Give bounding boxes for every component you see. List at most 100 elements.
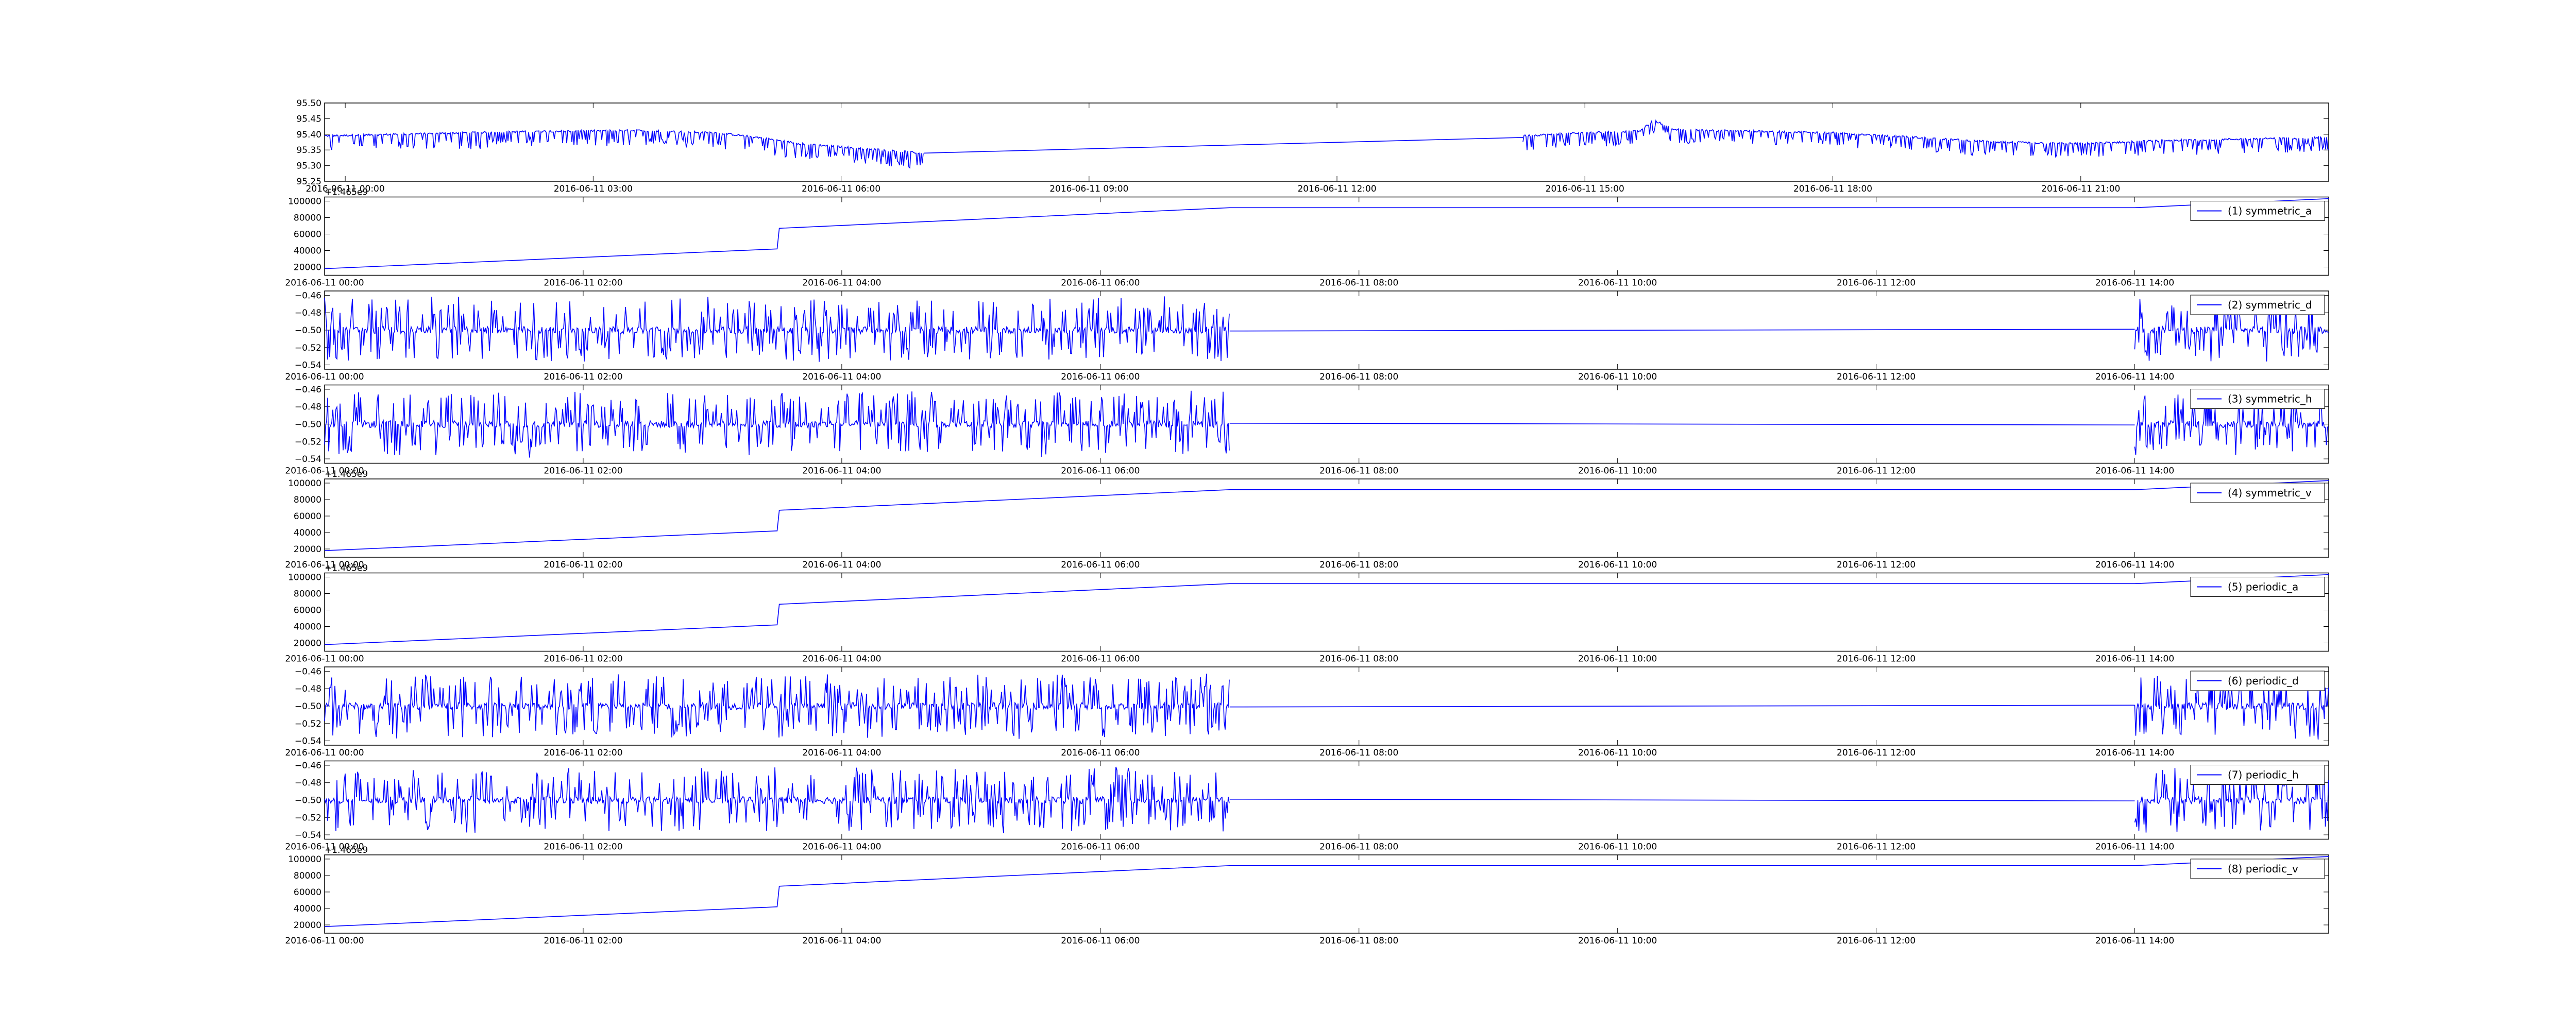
y-tick-label: 60000 [294,511,321,522]
x-tick-label: 2016-06-11 06:00 [1061,466,1140,476]
y-tick-label: 95.45 [296,114,321,124]
series-line-2 [1229,705,2135,708]
y-tick-label: 80000 [294,871,321,881]
x-tick-label: 2016-06-11 10:00 [1578,654,1657,664]
subplot-1: 95.25 95.30 95.35 95.40 95.45 95.50 2016-06-11… [296,98,2329,194]
x-tick-label: 2016-06-11 08:00 [1319,466,1398,476]
x-tick-label: 2016-06-11 12:00 [1297,184,1376,194]
legend-label: (6) periodic_d [2228,675,2299,687]
series-line-2 [923,137,1523,154]
series-line-3 [2134,299,2329,362]
y-tick-label: −0.48 [295,684,321,694]
y-tick-label: −0.50 [295,796,321,806]
plot-frame [324,478,2329,558]
x-tick-label: 2016-06-11 04:00 [802,278,881,288]
legend-label: (1) symmetric_a [2228,205,2312,217]
x-tick-label: 2016-06-11 04:00 [802,936,881,946]
y-tick-label: 95.25 [296,177,321,187]
x-tick-label: 2016-06-11 08:00 [1319,654,1398,664]
y-tick-label: −0.46 [295,666,321,677]
y-tick-label: 20000 [294,544,321,555]
y-tick-label: −0.50 [295,420,321,430]
plot-frame [324,102,2329,182]
x-tick-label: 2016-06-11 12:00 [1837,278,1916,288]
x-tick-label: 2016-06-11 14:00 [2095,278,2174,288]
x-tick-label: 2016-06-11 02:00 [544,748,622,758]
series-line-1 [324,766,1230,833]
x-tick-label: 2016-06-11 10:00 [1578,936,1657,946]
x-tick-label: 2016-06-11 06:00 [1061,936,1140,946]
x-tick-label: 2016-06-11 10:00 [1578,372,1657,382]
x-tick-label: 2016-06-11 10:00 [1578,842,1657,852]
x-tick-label: 2016-06-11 12:00 [1837,748,1916,758]
x-tick-label: 2016-06-11 09:00 [1049,184,1128,194]
x-tick-label: 2016-06-11 08:00 [1319,842,1398,852]
x-tick-label: 2016-06-11 00:00 [285,560,364,570]
x-tick-label: 2016-06-11 12:00 [1837,560,1916,570]
x-tick-label: 2016-06-11 12:00 [1837,936,1916,946]
y-tick-label: −0.48 [295,308,321,318]
legend-label: (8) periodic_v [2228,863,2298,875]
y-tick-label: 100000 [288,197,321,207]
x-tick-label: 2016-06-11 02:00 [544,842,622,852]
subplot-5: 20000 40000 60000 80000 100000 2016-06-11 00:… [285,469,2329,570]
x-tick-label: 2016-06-11 00:00 [285,466,364,476]
x-tick-label: 2016-06-11 12:00 [1837,842,1916,852]
y-tick-label: 40000 [294,528,321,538]
legend-label: (2) symmetric_d [2228,299,2312,311]
x-tick-label: 2016-06-11 00:00 [306,184,385,194]
series-line-3 [2134,767,2329,833]
subplot-6: 20000 40000 60000 80000 100000 2016-06-11 00:… [285,563,2329,664]
y-tick-label: 60000 [294,606,321,616]
legend-label: (4) symmetric_v [2228,487,2312,499]
y-tick-label: −0.54 [295,830,321,840]
y-tick-label: −0.52 [295,343,321,353]
y-tick-label: 100000 [288,854,321,865]
x-tick-label: 2016-06-11 04:00 [802,748,881,758]
x-tick-label: 2016-06-11 02:00 [544,560,622,570]
x-tick-label: 2016-06-11 08:00 [1319,372,1398,382]
plot-frame [324,572,2329,652]
subplot-9: 20000 40000 60000 80000 100000 2016-06-11 00:… [285,845,2329,946]
x-tick-label: 2016-06-11 12:00 [1837,466,1916,476]
series-line-1 [324,480,2329,551]
x-tick-label: 2016-06-11 12:00 [1837,372,1916,382]
x-tick-label: 2016-06-11 18:00 [1793,184,1872,194]
x-tick-label: 2016-06-11 14:00 [2095,466,2174,476]
x-tick-label: 2016-06-11 02:00 [544,278,622,288]
y-tick-label: 95.40 [296,130,321,140]
x-tick-label: 2016-06-11 08:00 [1319,748,1398,758]
y-tick-label: −0.52 [295,437,321,447]
y-tick-label: −0.50 [295,701,321,712]
y-tick-label: −0.54 [295,736,321,747]
y-tick-label: 20000 [294,639,321,649]
x-tick-label: 2016-06-11 02:00 [544,372,622,382]
y-offset-label: +1.465e9 [325,563,368,574]
plot-frame [324,854,2329,934]
x-tick-label: 2016-06-11 00:00 [285,842,364,852]
y-tick-label: 80000 [294,589,321,599]
x-tick-label: 2016-06-11 14:00 [2095,748,2174,758]
series-line-1 [324,574,2329,645]
x-tick-label: 2016-06-11 04:00 [802,466,881,476]
y-tick-label: −0.50 [295,325,321,336]
y-tick-label: 40000 [294,904,321,914]
y-tick-label: −0.54 [295,360,321,371]
y-tick-label: −0.54 [295,454,321,465]
x-tick-label: 2016-06-11 06:00 [1061,748,1140,758]
x-tick-label: 2016-06-11 10:00 [1578,748,1657,758]
y-tick-label: 95.50 [296,98,321,109]
y-tick-label: 40000 [294,246,321,256]
x-tick-label: 2016-06-11 06:00 [1061,278,1140,288]
x-tick-label: 2016-06-11 00:00 [285,936,364,946]
series-line-1 [324,856,2329,927]
x-tick-label: 2016-06-11 02:00 [544,936,622,946]
y-tick-label: 80000 [294,213,321,224]
y-tick-label: 20000 [294,263,321,273]
series-line-3 [1522,119,2329,158]
y-tick-label: 100000 [288,478,321,489]
y-tick-label: 95.30 [296,161,321,171]
y-tick-label: −0.46 [295,385,321,395]
